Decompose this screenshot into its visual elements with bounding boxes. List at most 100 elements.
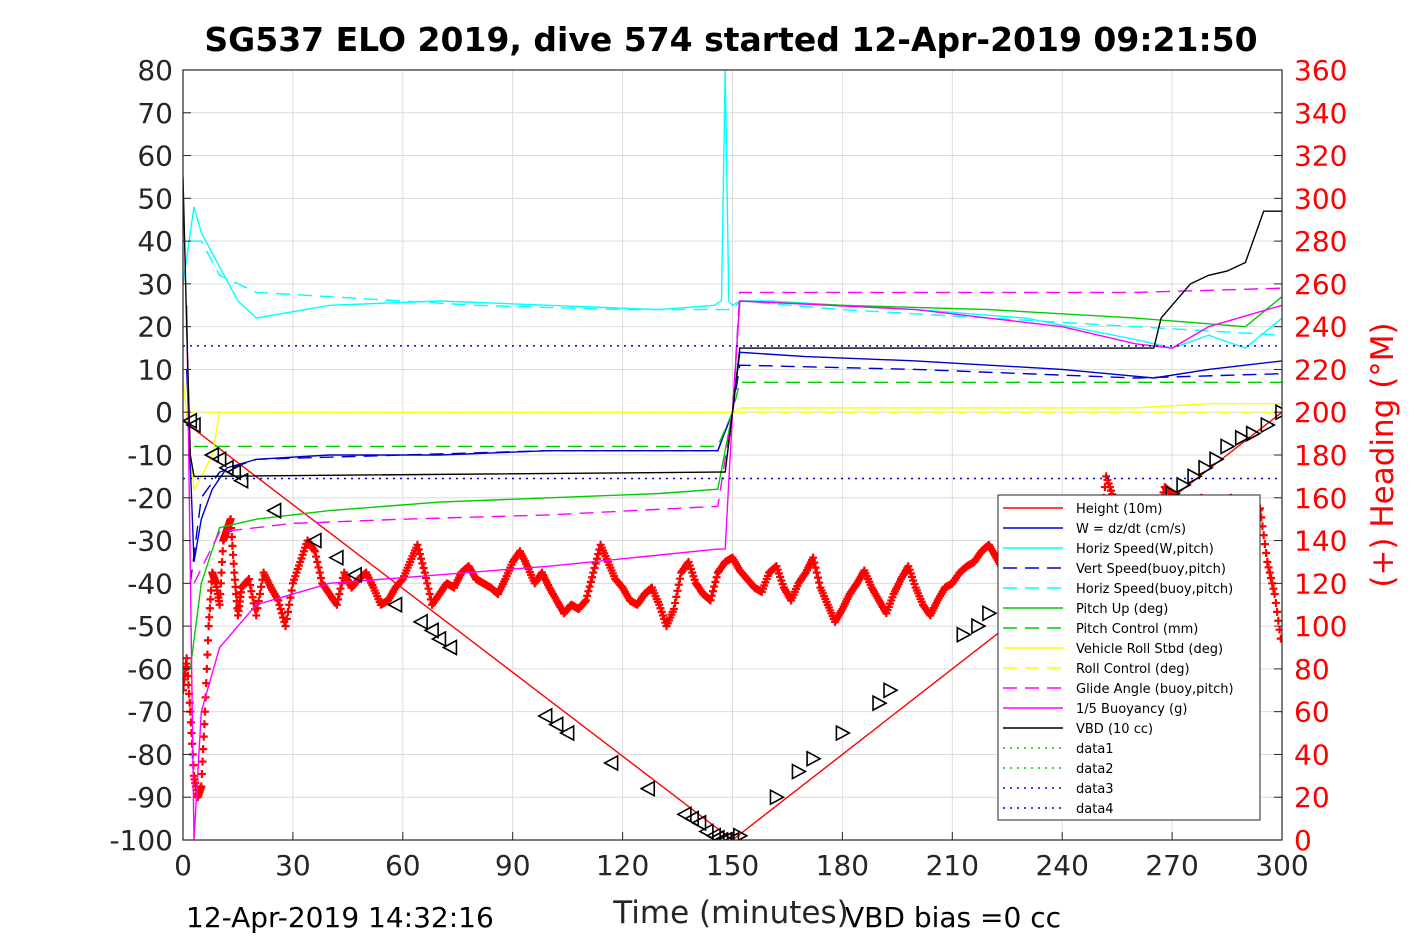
series-line-horiz-speed-buoy-pitch bbox=[190, 240, 1282, 336]
heading-point bbox=[583, 591, 592, 600]
depth-marker bbox=[210, 450, 227, 468]
y-tick-label: 30 bbox=[137, 268, 173, 301]
x-tick-label: 270 bbox=[1145, 849, 1198, 882]
x-axis-label: Time (minutes) bbox=[612, 895, 848, 931]
footer-timestamp: 12-Apr-2019 14:32:16 bbox=[186, 901, 494, 934]
heading-point bbox=[588, 573, 597, 582]
heading-point bbox=[249, 599, 258, 608]
heading-point bbox=[277, 609, 286, 618]
heading-point bbox=[247, 587, 256, 596]
legend-label: 1/5 Buoyancy (g) bbox=[1076, 702, 1187, 717]
heading-point bbox=[585, 582, 594, 591]
heading-point bbox=[252, 611, 261, 620]
y-axis-right: 3603403203002802602402202001801601401201… bbox=[1274, 54, 1347, 857]
heading-point bbox=[205, 613, 214, 622]
heading-point bbox=[232, 590, 241, 599]
heading-point bbox=[423, 579, 432, 588]
y-tick-label: 80 bbox=[137, 54, 173, 87]
depth-marker bbox=[265, 502, 282, 519]
legend-label: Glide Angle (buoy,pitch) bbox=[1076, 682, 1234, 697]
heading-point bbox=[197, 770, 206, 779]
depth-marker bbox=[733, 827, 749, 840]
heading-point bbox=[419, 564, 428, 573]
heading-point bbox=[200, 720, 209, 729]
heading-point bbox=[335, 590, 344, 599]
heading-point bbox=[229, 559, 238, 568]
heading-point bbox=[1271, 598, 1280, 607]
heading-point bbox=[202, 664, 211, 673]
depth-marker bbox=[639, 780, 656, 798]
y-right-tick-label: 240 bbox=[1294, 311, 1347, 344]
depth-marker bbox=[1198, 459, 1214, 477]
heading-point bbox=[204, 636, 213, 645]
heading-point bbox=[1259, 531, 1268, 540]
y-tick-label: 60 bbox=[137, 140, 173, 173]
heading-point bbox=[228, 541, 237, 550]
heading-point bbox=[418, 559, 427, 568]
heading-point bbox=[315, 568, 324, 577]
depth-marker bbox=[1245, 425, 1262, 442]
x-tick-label: 120 bbox=[596, 849, 649, 882]
y-right-tick-label: 0 bbox=[1294, 824, 1312, 857]
heading-point bbox=[1260, 540, 1269, 549]
depth-marker bbox=[971, 617, 987, 635]
heading-point bbox=[336, 584, 345, 593]
depth-marker bbox=[769, 788, 786, 806]
y-right-tick-label: 360 bbox=[1294, 54, 1347, 87]
heading-point bbox=[1274, 616, 1282, 625]
heading-point bbox=[243, 576, 252, 585]
depth-marker bbox=[1187, 468, 1203, 485]
heading-point bbox=[310, 547, 319, 556]
x-tick-label: 0 bbox=[174, 849, 192, 882]
heading-point bbox=[1270, 590, 1279, 599]
depth-marker bbox=[982, 604, 998, 622]
y-right-tick-label: 220 bbox=[1294, 353, 1347, 386]
heading-point bbox=[1276, 634, 1282, 643]
y-tick-label: -70 bbox=[127, 696, 173, 729]
chart-title: SG537 ELO 2019, dive 574 started 12-Apr-… bbox=[204, 20, 1257, 59]
heading-point bbox=[275, 600, 284, 609]
depth-marker bbox=[835, 724, 852, 742]
heading-point bbox=[230, 575, 239, 584]
y-tick-label: -90 bbox=[127, 781, 173, 814]
heading-point bbox=[216, 579, 225, 588]
depth-marker bbox=[806, 750, 822, 768]
heading-point bbox=[206, 595, 215, 604]
y-tick-label: -10 bbox=[127, 439, 173, 472]
x-axis: 0 30 60 90 120 150 180 210 240 270 300 bbox=[174, 832, 1309, 882]
heading-point bbox=[414, 545, 423, 554]
heading-point bbox=[276, 605, 285, 613]
depth-marker bbox=[716, 831, 732, 840]
depth-marker bbox=[547, 716, 564, 733]
heading-point bbox=[591, 559, 600, 568]
legend-label: VBD (10 cc) bbox=[1076, 722, 1153, 737]
heading-point bbox=[287, 586, 296, 595]
y-right-tick-label: 40 bbox=[1294, 738, 1330, 771]
x-tick-label: 30 bbox=[275, 849, 311, 882]
heading-point bbox=[671, 598, 680, 607]
depth-marker bbox=[1234, 429, 1251, 447]
heading-point bbox=[669, 605, 678, 613]
heading-point bbox=[584, 587, 593, 596]
depth-marker bbox=[232, 472, 249, 490]
heading-point bbox=[313, 557, 322, 566]
heading-point bbox=[1263, 557, 1272, 566]
depth-marker bbox=[1209, 450, 1225, 468]
heading-point bbox=[246, 581, 255, 590]
x-tick-label: 210 bbox=[926, 849, 979, 882]
legend-label: data1 bbox=[1076, 742, 1114, 757]
heading-point bbox=[672, 592, 681, 601]
heading-point bbox=[675, 574, 684, 583]
legend-label: Pitch Control (mm) bbox=[1076, 622, 1198, 637]
heading-point bbox=[184, 680, 193, 689]
depth-marker bbox=[712, 831, 729, 840]
series-layer bbox=[183, 70, 1282, 840]
heading-point bbox=[215, 600, 224, 609]
heading-point bbox=[183, 686, 187, 695]
heading-point bbox=[229, 550, 238, 559]
x-tick-label: 60 bbox=[385, 849, 421, 882]
y-tick-label: 40 bbox=[137, 225, 173, 258]
heading-point bbox=[674, 580, 683, 589]
heading-point bbox=[257, 582, 266, 591]
legend-label: Height (10m) bbox=[1076, 502, 1162, 517]
